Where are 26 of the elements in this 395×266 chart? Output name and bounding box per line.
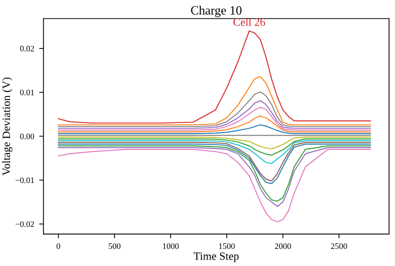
line-series (58, 106, 371, 131)
y-tick-label: 0.01 (20, 90, 34, 96)
y-tick-label: −0.01 (16, 177, 34, 184)
x-tick-label: 1000 (163, 243, 179, 249)
x-tick-label: 0 (56, 243, 60, 249)
x-tick-label: 2000 (274, 243, 291, 249)
line-series (58, 30, 371, 124)
line-series (58, 116, 371, 132)
line-series (58, 76, 371, 126)
line-series (58, 148, 371, 222)
chart-title: Charge 10 (191, 6, 242, 18)
y-tick-label: 0.02 (20, 46, 34, 52)
line-series (58, 140, 371, 164)
x-axis-title: Time Step (194, 252, 239, 262)
x-tick-label: 1500 (219, 243, 235, 249)
y-tick-label: 0.00 (20, 134, 34, 140)
annotation: Cell 26 (233, 18, 266, 26)
x-tick-label: 2500 (331, 243, 348, 249)
x-tick-label: 500 (108, 243, 120, 249)
y-axis-title: Voltage Deviation (V) (2, 78, 12, 176)
line-series (58, 91, 371, 128)
y-tick-label: −0.02 (16, 221, 34, 227)
line-series (58, 138, 371, 156)
line-series (58, 124, 371, 134)
line-series (58, 136, 371, 150)
line-series (58, 100, 371, 129)
